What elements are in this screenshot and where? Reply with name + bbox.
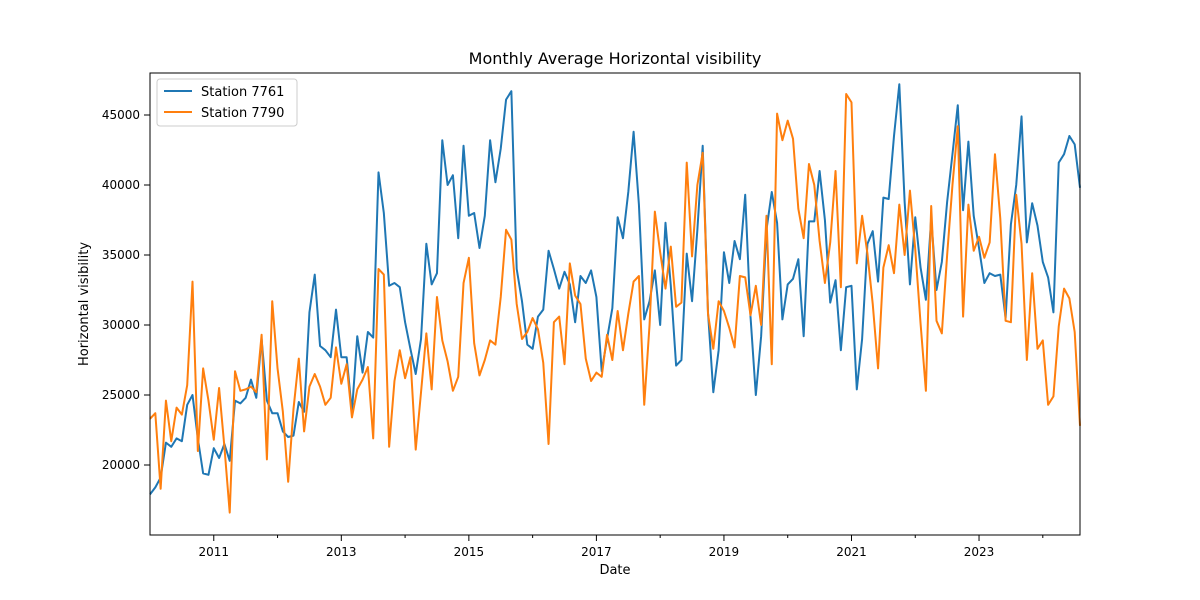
y-tick-label: 45000 [102, 108, 140, 122]
legend-label-station-7790: Station 7790 [201, 106, 284, 121]
plot-frame [149, 72, 1081, 536]
x-axis-label: Date [599, 563, 630, 578]
x-tick-label: 2013 [326, 545, 357, 559]
legend-label-station-7761: Station 7761 [201, 85, 284, 100]
x-axis: 2011 2013 2015 2017 2019 2021 2023 [198, 535, 1044, 559]
x-tick-label: 2015 [454, 545, 485, 559]
x-tick-label: 2019 [709, 545, 740, 559]
series-line-station-7790 [149, 93, 1081, 514]
x-tick-label: 2017 [581, 545, 612, 559]
y-axis: 20000 25000 30000 35000 40000 45000 [102, 108, 150, 472]
y-tick-label: 25000 [102, 388, 140, 402]
series-line-station-7761 [149, 83, 1081, 496]
series-layer [149, 83, 1081, 514]
x-tick-label: 2011 [198, 545, 229, 559]
y-tick-label: 40000 [102, 178, 140, 192]
y-axis-label: Horizontal visibility [77, 242, 92, 366]
y-tick-label: 30000 [102, 318, 140, 332]
legend: Station 7761 Station 7790 [156, 78, 298, 127]
chart-title: Monthly Average Horizontal visibility [469, 49, 762, 68]
y-tick-label: 20000 [102, 458, 140, 472]
y-tick-label: 35000 [102, 248, 140, 262]
x-tick-label: 2021 [836, 545, 867, 559]
x-tick-label: 2023 [964, 545, 995, 559]
